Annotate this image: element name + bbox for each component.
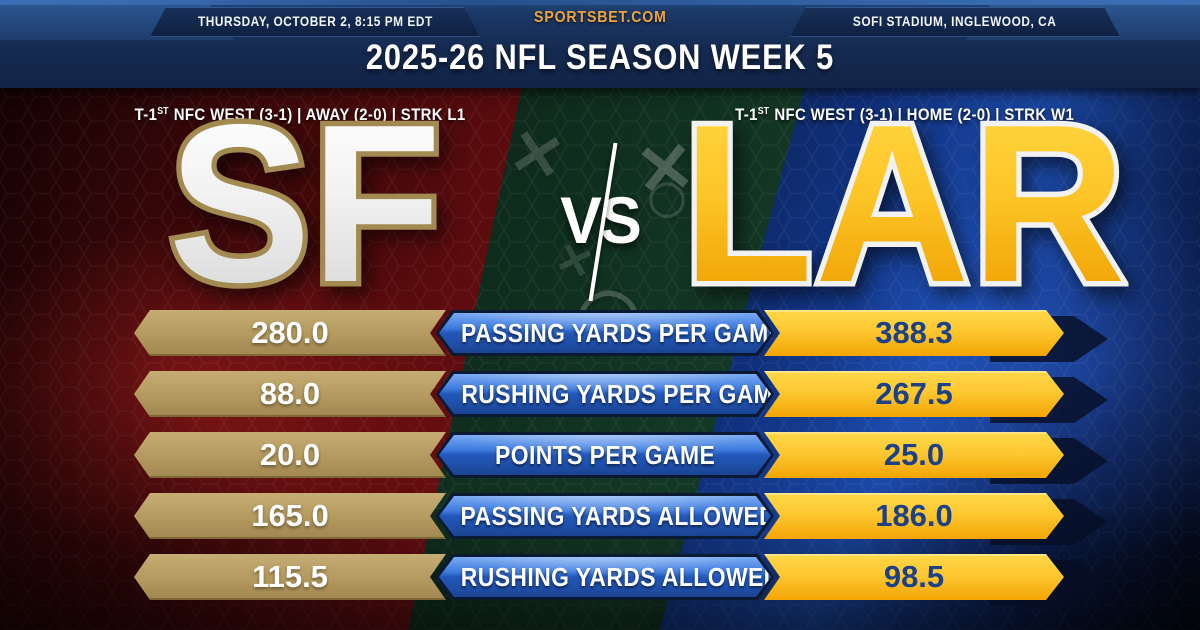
away-value-bar: 280.0 — [134, 310, 446, 356]
page-title: 2025-26 NFL SEASON WEEK 5 — [365, 38, 835, 77]
stat-row: 115.5 RUSHING YARDS ALLOWED 98.5 — [0, 554, 1200, 600]
stat-label: RUSHING YARDS ALLOWED — [460, 562, 781, 592]
away-team-abbr: SF SF — [85, 85, 525, 321]
stat-label-bar: PASSING YARDS ALLOWED — [436, 493, 774, 539]
stat-row: 280.0 PASSING YARDS PER GAME 388.3 — [0, 310, 1200, 356]
home-stat-value: 388.3 — [875, 315, 953, 350]
stat-label-bar: RUSHING YARDS ALLOWED — [436, 554, 774, 600]
game-datetime: THURSDAY, OCTOBER 2, 8:15 PM EDT — [150, 7, 480, 37]
home-stat-value: 267.5 — [875, 376, 953, 411]
stat-label: PASSING YARDS ALLOWED — [460, 501, 777, 531]
stat-label: RUSHING YARDS PER GAME — [461, 379, 789, 409]
header-banner: THURSDAY, OCTOBER 2, 8:15 PM EDT SOFI ST… — [0, 0, 1200, 88]
away-value-bar: 165.0 — [134, 493, 446, 539]
home-value-bar: 186.0 — [764, 493, 1064, 539]
home-value-bar: 388.3 — [764, 310, 1064, 356]
venue-label: SOFI STADIUM, INGLEWOOD, CA — [790, 7, 1120, 37]
home-team-record: T-1STNFC WEST (3-1) | HOME (2-0) | STRK … — [665, 99, 1145, 125]
away-value-bar: 115.5 — [134, 554, 446, 600]
home-value-bar: 98.5 — [764, 554, 1064, 600]
stat-row: 20.0 POINTS PER GAME 25.0 — [0, 432, 1200, 478]
home-stat-value: 186.0 — [875, 498, 953, 533]
stat-label-bar: PASSING YARDS PER GAME — [436, 310, 774, 356]
away-team-record: T-1STNFC WEST (3-1) | AWAY (2-0) | STRK … — [55, 99, 545, 125]
stat-label-bar: RUSHING YARDS PER GAME — [436, 371, 774, 417]
home-value-bar: 25.0 — [764, 432, 1064, 478]
stat-label-bar: POINTS PER GAME — [436, 432, 774, 478]
stat-row: 88.0 RUSHING YARDS PER GAME 267.5 — [0, 371, 1200, 417]
away-stat-value: 165.0 — [251, 498, 329, 533]
away-stat-value: 280.0 — [251, 315, 329, 350]
home-value-bar: 267.5 — [764, 371, 1064, 417]
site-brand: SPORTSBET.COM — [533, 9, 667, 26]
stat-row: 165.0 PASSING YARDS ALLOWED 186.0 — [0, 493, 1200, 539]
home-stat-value: 98.5 — [883, 559, 945, 594]
away-value-bar: 20.0 — [134, 432, 446, 478]
away-stat-value: 88.0 — [259, 376, 321, 411]
home-stat-value: 25.0 — [883, 437, 945, 472]
stat-label: PASSING YARDS PER GAME — [461, 318, 785, 348]
away-stat-value: 115.5 — [252, 559, 328, 594]
stat-label: POINTS PER GAME — [494, 440, 716, 470]
away-stat-value: 20.0 — [259, 437, 321, 472]
away-value-bar: 88.0 — [134, 371, 446, 417]
home-team-abbr: LAR LAR — [665, 85, 1145, 321]
